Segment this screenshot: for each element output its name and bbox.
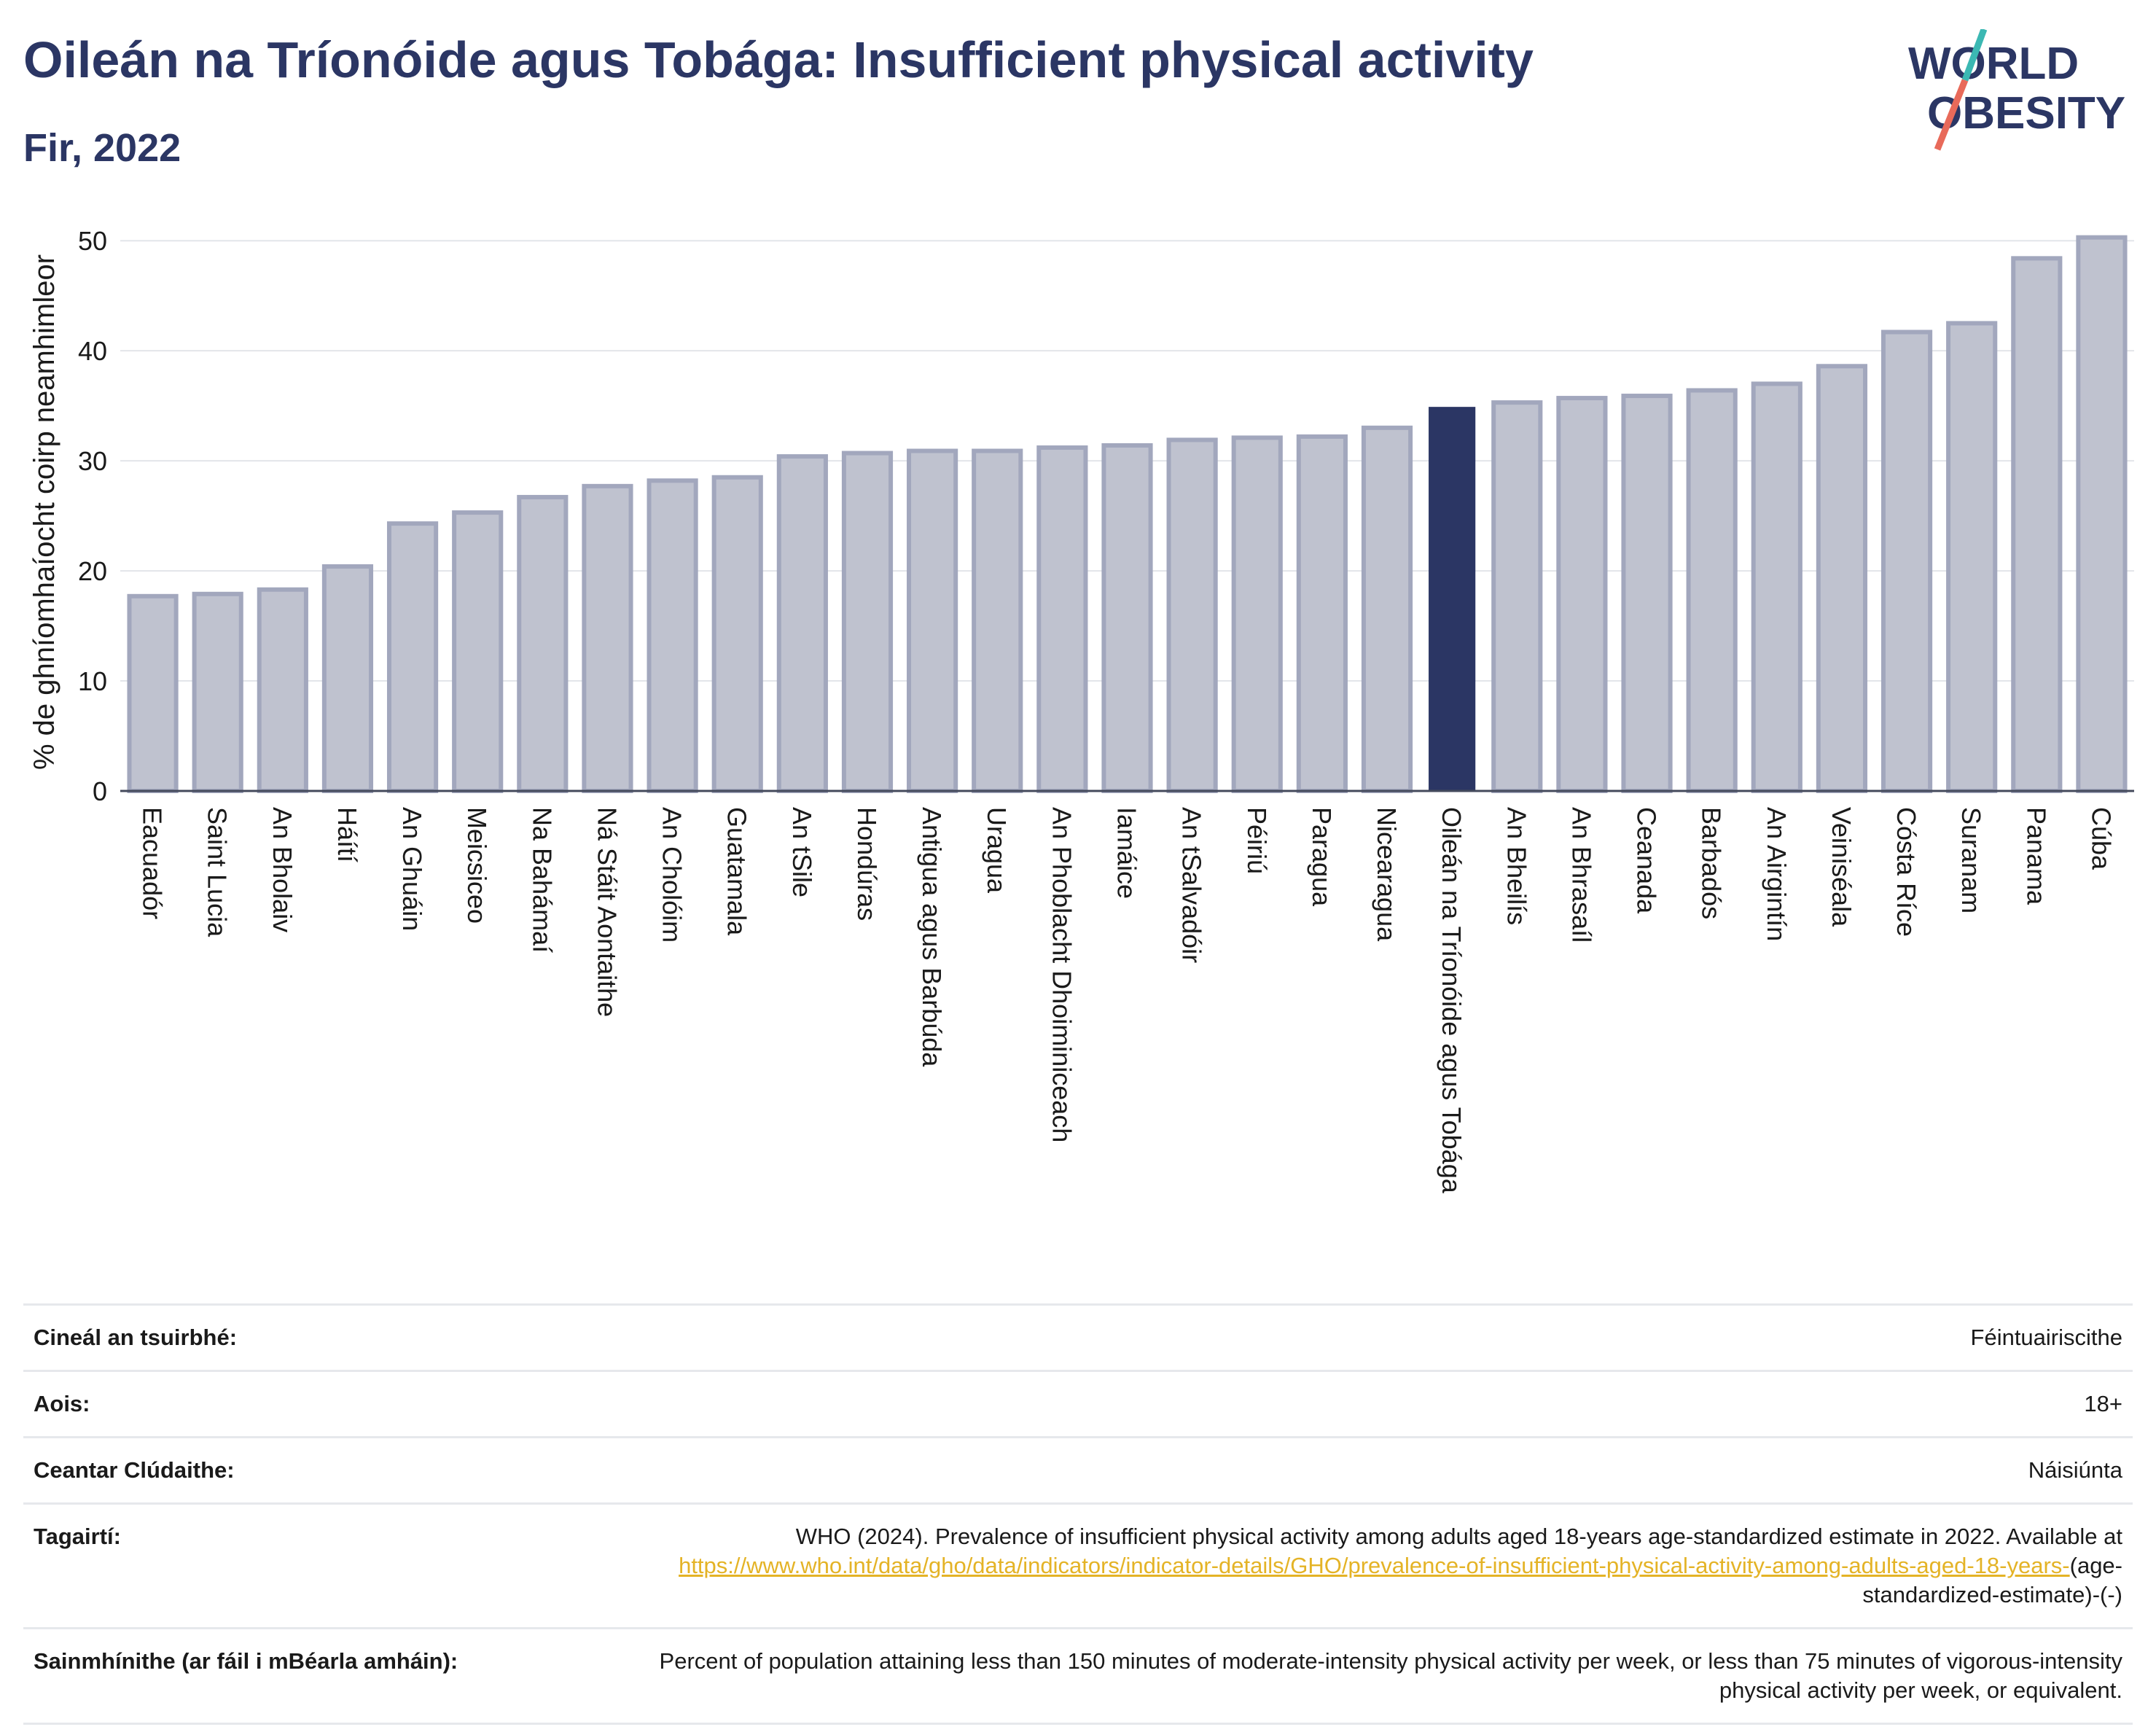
- x-tick-label: Suranam: [1956, 807, 1986, 913]
- info-row-area: Ceantar Clúdaithe: Náisiúnta: [23, 1436, 2133, 1505]
- logo-slash-top: [1961, 29, 1988, 82]
- bar: [776, 454, 828, 793]
- logo-slash-bottom: [1934, 79, 1969, 151]
- x-tick-label: Na Bahámaí: [527, 807, 557, 953]
- bar: [841, 451, 894, 793]
- bar: [1946, 321, 1998, 794]
- references-suffix: (age-standardized-estimate)-(-): [1862, 1553, 2122, 1607]
- x-tick-label: Cúba: [2086, 807, 2116, 870]
- x-tick-label: An Phoblacht Dhoiminiceach: [1047, 807, 1077, 1142]
- x-tick-label: Uragua: [982, 807, 1012, 894]
- world-obesity-logo: WORLD OBESITY: [1902, 29, 2143, 153]
- references-label: Tagairtí:: [23, 1502, 569, 1629]
- survey-type-label: Cineál an tsuirbhé:: [23, 1303, 569, 1372]
- chart-subtitle: Fir, 2022: [23, 126, 181, 170]
- x-tick-label: An Airgintín: [1762, 807, 1792, 941]
- y-axis-label: % de ghníomhaíocht coirp neamhimleor: [28, 254, 60, 770]
- x-tick-label: An Ghuáin: [397, 807, 427, 931]
- bar: [647, 478, 698, 793]
- bar: [972, 448, 1023, 793]
- x-tick-label: Ná Stáit Aontaithe: [592, 807, 622, 1017]
- x-tick-label: Nicearagua: [1372, 807, 1402, 942]
- bar: [386, 521, 439, 793]
- x-tick-label: An Bheilís: [1501, 807, 1531, 925]
- bar: [1556, 396, 1608, 793]
- bar: [907, 448, 958, 793]
- bar: [1429, 407, 1476, 791]
- x-tick-label: Antigua agus Barbúda: [917, 807, 947, 1067]
- y-tick-label: 30: [78, 446, 107, 476]
- area-value: Náisiúnta: [569, 1436, 2133, 1505]
- x-tick-label: Guatamala: [722, 807, 752, 936]
- bar: [321, 564, 374, 793]
- x-tick-label: Háítí: [332, 807, 362, 862]
- bar: [1816, 364, 1868, 793]
- y-tick-label: 50: [78, 226, 107, 256]
- x-tick-label: An tSile: [787, 807, 817, 897]
- bar: [257, 587, 308, 793]
- info-table: Cineál an tsuirbhé: Féintuairiscithe Aoi…: [23, 1303, 2133, 1725]
- x-tick-label: Saint Lucia: [203, 807, 233, 937]
- x-tick-label: An Cholóim: [657, 807, 687, 943]
- x-tick-label: Ceanada: [1632, 807, 1662, 914]
- x-tick-label: Eacuadór: [138, 807, 168, 919]
- bar-chart: 0 10 20 30 40 50 % de ghníomhaíocht coirp neam…: [28, 226, 2134, 1194]
- info-row-definitions: Sainmhínithe (ar fáil i mBéarla amháin):…: [23, 1627, 2133, 1725]
- x-tick-label: Veiniséala: [1827, 807, 1856, 927]
- bar: [517, 494, 569, 793]
- y-tick-label: 40: [78, 336, 107, 366]
- bar: [711, 475, 763, 793]
- x-tick-label: Barbadós: [1697, 807, 1727, 919]
- info-row-references: Tagairtí: WHO (2024). Prevalence of insu…: [23, 1502, 2133, 1629]
- x-tick-label: Péiriú: [1242, 807, 1272, 874]
- x-tick-label: Cósta Ríce: [1891, 807, 1921, 937]
- x-tick-label: An Bhrasaíl: [1566, 807, 1596, 943]
- chart-title: Oileán na Tríonóide agus Tobága: Insuffi…: [23, 31, 1534, 88]
- bar: [1751, 381, 1802, 793]
- bar: [1101, 442, 1153, 793]
- y-tick-label: 20: [78, 556, 107, 586]
- y-tick-label: 0: [93, 776, 107, 806]
- bar: [192, 591, 243, 794]
- x-tick-label: Panama: [2021, 807, 2051, 905]
- bar: [1166, 437, 1218, 793]
- references-text: WHO (2024). Prevalence of insufficient p…: [795, 1524, 2122, 1549]
- bar: [127, 593, 179, 794]
- info-row-age: Aois: 18+: [23, 1370, 2133, 1438]
- x-tick-label: Paragua: [1307, 807, 1337, 907]
- x-tick-label: Meicsiceo: [462, 807, 492, 924]
- x-tick-label: Iamáice: [1112, 807, 1142, 899]
- bar: [1880, 330, 1933, 794]
- references-link[interactable]: https://www.who.int/data/gho/data/indica…: [679, 1553, 2070, 1578]
- age-value: 18+: [569, 1370, 2133, 1438]
- y-tick-label: 10: [78, 666, 107, 696]
- bar: [1296, 434, 1348, 793]
- area-label: Ceantar Clúdaithe:: [23, 1436, 569, 1505]
- x-tick-label: Oileán na Tríonóide agus Tobága: [1437, 807, 1466, 1194]
- x-tick-label: Hondúras: [852, 807, 882, 921]
- survey-type-value: Féintuairiscithe: [569, 1303, 2133, 1372]
- definitions-value: Percent of population attaining less tha…: [569, 1627, 2133, 1725]
- bar: [582, 483, 633, 793]
- bar: [1231, 435, 1283, 793]
- bar: [2076, 235, 2128, 794]
- bar: [1036, 445, 1088, 793]
- bar: [1361, 425, 1413, 793]
- bar: [1491, 400, 1543, 793]
- age-label: Aois:: [23, 1370, 569, 1438]
- logo-line1: WORLD: [1908, 39, 2079, 89]
- definitions-label: Sainmhínithe (ar fáil i mBéarla amháin):: [23, 1627, 569, 1725]
- bar: [452, 510, 504, 793]
- references-value: WHO (2024). Prevalence of insufficient p…: [569, 1502, 2133, 1629]
- bar: [1621, 394, 1673, 793]
- bar: [2011, 256, 2063, 794]
- info-row-survey-type: Cineál an tsuirbhé: Féintuairiscithe: [23, 1303, 2133, 1372]
- bar: [1686, 388, 1738, 793]
- x-tick-label: An tSalvadóir: [1177, 807, 1207, 963]
- x-tick-label: An Bholaiv: [267, 807, 297, 932]
